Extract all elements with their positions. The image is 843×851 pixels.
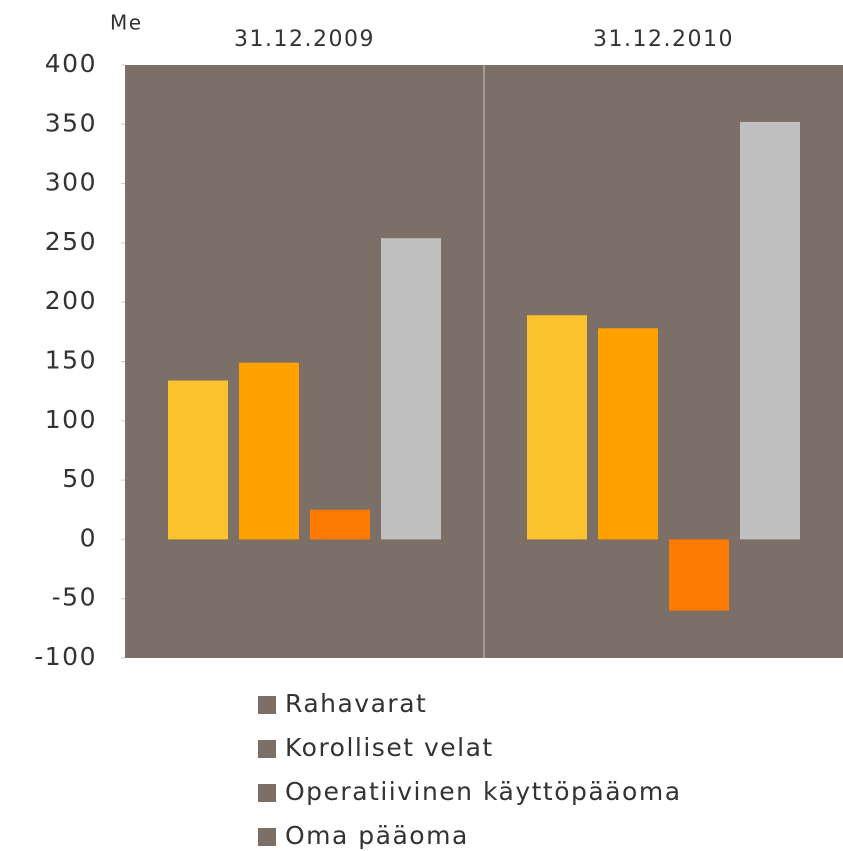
y-tick-label: 400 (45, 49, 97, 78)
category-label: 31.12.2010 (593, 27, 734, 52)
legend-marker (258, 828, 276, 846)
y-tick-label: 350 (45, 108, 97, 137)
legend-label: Oma pääoma (285, 821, 469, 850)
bar (310, 509, 370, 540)
y-tick-label: 200 (45, 286, 97, 315)
legend-marker (258, 740, 276, 758)
legend-label: Rahavarat (285, 689, 427, 718)
bar (239, 362, 299, 540)
y-tick-label: -50 (52, 583, 97, 612)
bar (527, 315, 587, 540)
bar (598, 328, 658, 540)
y-tick-label: 0 (80, 523, 97, 552)
bar (669, 539, 729, 611)
bar (168, 380, 228, 540)
bar (381, 238, 441, 540)
legend-label: Operatiivinen käyttöpääoma (285, 777, 682, 806)
unit-label: Me (110, 11, 143, 35)
y-tick-label: -100 (34, 642, 97, 671)
legend-marker (258, 784, 276, 802)
category-label: 31.12.2009 (234, 27, 375, 52)
y-tick-label: 300 (45, 168, 97, 197)
y-tick-label: 100 (45, 405, 97, 434)
bar (740, 121, 800, 540)
y-tick-label: 50 (62, 464, 97, 493)
y-tick-label: 250 (45, 227, 97, 256)
legend-marker (258, 696, 276, 714)
y-tick-label: 150 (45, 346, 97, 375)
legend-label: Korolliset velat (285, 733, 494, 762)
